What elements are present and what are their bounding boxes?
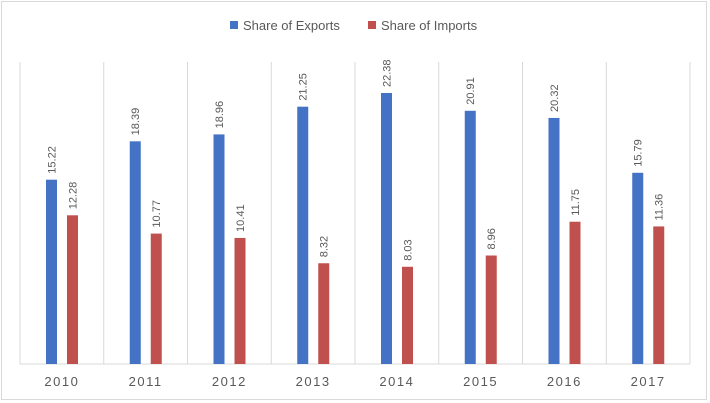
bar-exports-2012 [213, 134, 225, 364]
bar-imports-2010 [67, 215, 78, 364]
data-label-imports-2010: 12.28 [68, 182, 80, 210]
data-label-exports-2015: 20.91 [465, 77, 477, 105]
bar-exports-2017 [632, 172, 644, 364]
data-label-exports-2011: 18.39 [130, 108, 142, 136]
legend-imports-label: Share of Imports [381, 18, 478, 33]
x-tick-label: 2011 [129, 374, 163, 389]
bar-imports-2012 [234, 237, 246, 364]
bar-imports-2017 [653, 226, 665, 364]
bar-imports-2013 [318, 263, 330, 364]
bar-exports-2014 [381, 93, 392, 364]
data-label-exports-2017: 15.79 [633, 139, 645, 167]
bar-exports-2016 [548, 117, 560, 364]
bar-imports-2016 [569, 221, 581, 364]
bar-exports-2010 [46, 179, 57, 364]
data-label-exports-2013: 21.25 [298, 73, 310, 101]
data-label-imports-2017: 11.36 [654, 194, 666, 221]
x-tick-label: 2017 [631, 374, 666, 389]
bar-imports-2014 [402, 266, 413, 364]
bar-imports-2011 [150, 233, 162, 364]
data-label-imports-2013: 8.32 [319, 236, 331, 257]
data-label-exports-2014: 22.38 [382, 59, 394, 87]
legend-exports-label: Share of Exports [243, 18, 340, 33]
data-label-imports-2015: 8.96 [486, 228, 498, 249]
x-tick-label: 2016 [547, 374, 582, 389]
legend-exports-swatch [230, 21, 238, 29]
bar-exports-2015 [464, 110, 476, 365]
data-label-exports-2016: 20.32 [549, 84, 561, 112]
legend-imports-swatch [368, 21, 376, 29]
data-label-imports-2011: 10.77 [151, 200, 163, 228]
x-tick-label: 2010 [44, 374, 79, 389]
x-tick-label: 2012 [212, 374, 247, 389]
x-tick-label: 2013 [296, 374, 331, 389]
data-label-exports-2012: 18.96 [214, 101, 226, 129]
data-label-imports-2012: 10.41 [235, 204, 247, 232]
data-label-exports-2010: 15.22 [47, 146, 59, 174]
bar-exports-2011 [129, 141, 141, 364]
bar-exports-2013 [297, 106, 309, 364]
data-label-imports-2016: 11.75 [570, 189, 582, 216]
x-tick-label: 2014 [379, 374, 414, 389]
bar-imports-2015 [485, 255, 497, 364]
data-label-imports-2014: 8.03 [403, 239, 415, 260]
x-tick-label: 2015 [463, 374, 498, 389]
